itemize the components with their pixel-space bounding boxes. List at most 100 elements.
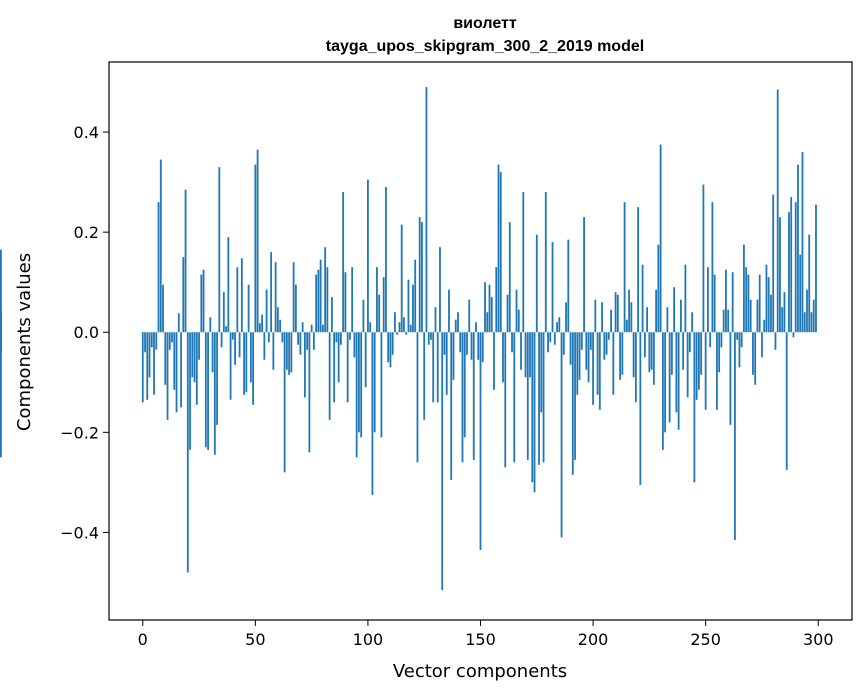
bar [668,332,671,423]
bar [423,332,426,420]
bar [533,332,536,493]
bar [333,332,336,403]
bar [634,332,637,403]
bar [292,262,295,333]
bar [803,312,806,333]
bar [799,254,802,333]
bar [414,259,417,333]
bar [425,87,428,333]
bar [524,332,527,378]
bar [162,284,164,333]
bar [294,284,297,333]
bar [754,332,757,385]
y-tick-label: 0.2 [74,223,99,242]
bar [783,292,786,333]
bar [362,299,365,333]
bar [567,239,570,333]
bar [216,332,218,425]
bar [261,314,264,333]
bar [407,279,410,333]
bar [355,332,358,458]
bar [364,332,367,388]
bar [470,332,473,360]
bar [815,204,817,333]
bar [373,332,376,433]
bar [274,262,277,333]
bar [531,332,534,483]
bar [704,332,707,410]
bar [461,332,464,463]
bar [632,332,635,378]
chart-title-line2: tayga_upos_skipgram_300_2_2019 model [326,38,644,55]
bar [585,332,588,370]
bar [587,332,590,383]
bar [231,332,234,340]
bar [565,302,567,333]
bar [358,332,360,433]
bar [540,332,543,413]
bar [189,332,191,450]
bar [502,332,504,383]
bar [547,332,549,353]
bar [227,237,230,333]
bar [175,332,178,413]
bar [317,269,320,333]
bar [418,217,421,333]
bar [290,332,293,373]
bar [472,332,475,460]
bar [589,332,592,350]
bar [655,289,658,333]
bar [164,332,167,385]
bar [457,312,459,333]
bar [761,332,763,358]
bar [650,332,653,370]
bar [249,332,252,383]
bar [697,332,700,390]
bar [702,184,705,333]
bar [308,332,311,453]
bar [349,332,351,340]
bar [247,284,250,333]
bar [405,332,408,335]
bar [168,332,171,350]
bar [614,292,617,333]
bar [299,332,302,355]
bar [756,299,759,333]
bar [303,332,306,398]
bar [450,332,453,480]
bar [517,309,520,333]
bar [297,332,300,345]
bar [265,289,268,333]
bar [506,294,509,333]
bar [621,332,624,375]
bar [448,289,450,333]
bar [583,217,585,333]
bar [508,222,511,333]
bar [544,192,547,333]
bar [776,89,779,333]
bar [310,324,313,333]
bar [772,194,775,333]
bar [409,324,412,333]
bar [432,332,435,403]
bar [378,294,381,333]
bar [211,332,214,373]
bar [340,332,342,345]
bar [202,269,205,333]
bar [659,144,662,333]
bar [616,294,619,333]
bar [153,332,155,395]
bar [727,309,730,333]
bar [623,202,626,333]
bar [511,332,513,353]
bar [551,242,554,333]
y-tick-label: 0.0 [74,323,99,342]
bar [553,332,556,345]
plot-frame [108,61,853,621]
bar [666,307,669,333]
bar [454,319,457,333]
bar [283,332,286,473]
bar [657,244,660,333]
bar [445,332,448,395]
chart-title-line1: виолетт [453,15,517,32]
